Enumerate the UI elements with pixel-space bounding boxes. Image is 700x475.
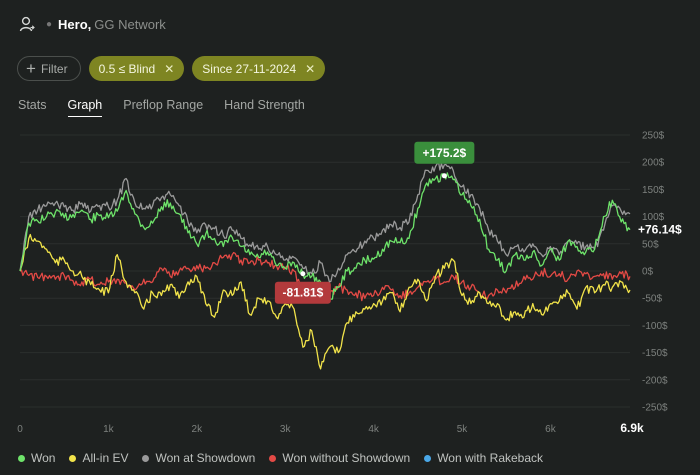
x-tick-label: 6k [545, 424, 557, 435]
x-tick-label: 2k [192, 424, 204, 435]
series-line-won [19, 172, 631, 300]
legend-label: Won without Showdown [282, 451, 411, 465]
x-tick-label: 0 [17, 424, 23, 435]
legend-label: All-in EV [82, 451, 129, 465]
legend-item-showdown[interactable]: Won at Showdown [142, 451, 255, 465]
add-filter-button[interactable]: + Filter [17, 56, 81, 81]
header: ● Hero, GG Network [18, 14, 166, 34]
max-label: +175.2$ [422, 146, 466, 160]
tab-stats[interactable]: Stats [18, 98, 47, 112]
series-line-won-at-showdown [19, 161, 631, 283]
tab-preflop-range[interactable]: Preflop Range [123, 98, 204, 112]
x-tick-label: 5k [457, 424, 469, 435]
tab-graph[interactable]: Graph [67, 98, 103, 117]
plus-icon: + [26, 59, 36, 78]
legend-item-no-showdown[interactable]: Won without Showdown [269, 451, 410, 465]
series-line-all-in-ev [19, 233, 631, 370]
annotations: +175.2$ -81.81$ +76.14$ [274, 141, 682, 304]
x-axis: 0 1k 2k 3k 4k 5k 6k 6.9k [17, 421, 644, 435]
legend-label: Won with Rakeback [437, 451, 544, 465]
tab-hand-strength[interactable]: Hand Strength [224, 98, 305, 112]
y-tick-label: 250$ [642, 131, 665, 142]
filter-chip-label: Since 27-11-2024 [202, 61, 297, 76]
y-tick-label: 0$ [642, 267, 654, 278]
legend-dot [142, 454, 150, 462]
series-lines [19, 161, 631, 370]
y-axis: 250$ 200$ 150$ 100$ 50$ 0$ -50$ -100$ -150$ -200$… [642, 131, 668, 414]
max-marker [441, 173, 447, 179]
min-label: -81.81$ [283, 286, 324, 300]
y-tick-label: -150$ [642, 348, 668, 359]
legend-label: Won [31, 451, 56, 465]
legend-dot [69, 454, 77, 462]
filter-chip-date[interactable]: Since 27-11-2024 ✕ [192, 56, 326, 81]
legend: Won All-in EV Won at Showdown Won withou… [18, 451, 557, 465]
y-tick-label: 200$ [642, 158, 665, 169]
x-tick-label: 3k [280, 424, 292, 435]
filter-chip-label: 0.5 ≤ Blind [98, 61, 156, 76]
y-tick-label: -250$ [642, 403, 668, 414]
y-tick-label: 100$ [642, 212, 665, 223]
legend-dot [18, 454, 25, 462]
y-tick-label: -200$ [642, 375, 668, 386]
player-name: Hero [58, 16, 88, 32]
add-filter-label: Filter [40, 61, 68, 76]
separator-dot: ● [46, 18, 53, 30]
legend-item-rakeback[interactable]: Won with Rakeback [424, 451, 543, 465]
final-value-label: +76.14$ [638, 223, 682, 237]
min-marker [300, 271, 306, 277]
close-icon[interactable]: ✕ [164, 61, 175, 76]
legend-dot [269, 454, 277, 462]
grid [20, 134, 630, 408]
filter-chip-blind[interactable]: 0.5 ≤ Blind ✕ [88, 56, 185, 81]
close-icon[interactable]: ✕ [305, 61, 316, 76]
profit-graph[interactable]: 250$ 200$ 150$ 100$ 50$ 0$ -50$ -100$ -150$ -200$… [0, 125, 700, 445]
x-tick-label: 1k [103, 424, 115, 435]
network-name: GG Network [94, 16, 166, 32]
min-label-box [274, 281, 331, 304]
y-tick-label: -100$ [642, 321, 668, 332]
y-tick-label: -50$ [642, 294, 662, 305]
legend-item-won[interactable]: Won [18, 451, 55, 465]
legend-item-allin-ev[interactable]: All-in EV [69, 451, 128, 465]
x-end-label: 6.9k [620, 421, 644, 435]
max-label-box [414, 141, 475, 164]
legend-dot [424, 454, 432, 462]
legend-label: Won at Showdown [155, 451, 256, 465]
y-tick-label: 150$ [642, 185, 665, 196]
user-icon[interactable] [18, 15, 36, 33]
y-tick-label: 50$ [642, 239, 659, 250]
x-tick-label: 4k [368, 424, 380, 435]
tab-bar: Stats Graph Preflop Range Hand Strength [18, 98, 326, 117]
filter-bar: + Filter 0.5 ≤ Blind ✕ Since 27-11-2024 … [17, 56, 326, 81]
